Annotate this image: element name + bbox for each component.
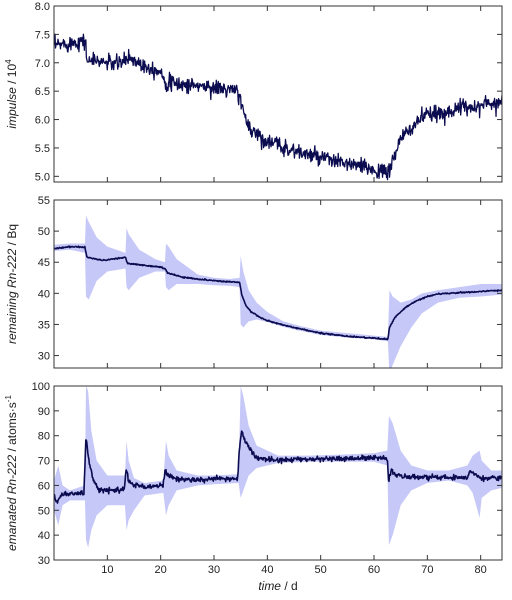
y-tick-label: 70 bbox=[38, 456, 50, 468]
plot-frame bbox=[53, 199, 503, 369]
y-tick-label: 30 bbox=[38, 351, 50, 363]
y-axis-label: emanated Rn-222 / atoms·s-1 bbox=[4, 395, 19, 551]
plot-frame bbox=[53, 385, 503, 561]
plot-area bbox=[54, 215, 502, 368]
x-tick-label: 80 bbox=[475, 564, 487, 576]
uncertainty-band bbox=[54, 215, 502, 368]
y-axis-label-unit: / Bq bbox=[5, 224, 19, 249]
uncertainty-band bbox=[54, 386, 502, 548]
y-tick-label: 55 bbox=[38, 195, 50, 207]
x-tick-label: 70 bbox=[421, 564, 433, 576]
x-tick-label: 50 bbox=[315, 564, 327, 576]
x-axis-label-italic: time bbox=[258, 579, 281, 593]
y-tick-label: 50 bbox=[38, 226, 50, 238]
y-tick-label: 7.5 bbox=[35, 29, 50, 41]
plot-area bbox=[54, 386, 502, 548]
impulse-panel: 5.0 5.5 6.0 6.5 7.0 7.5 8.0 impulse / 104 bbox=[4, 1, 503, 183]
x-axis-label: time / d bbox=[258, 579, 297, 593]
y-tick-label: 80 bbox=[38, 431, 50, 443]
x-tick-label: 20 bbox=[155, 564, 167, 576]
x-tick-label: 60 bbox=[368, 564, 380, 576]
y-tick-label: 100 bbox=[32, 381, 50, 393]
y-tick-label: 6.5 bbox=[35, 86, 50, 98]
y-tick-label: 40 bbox=[38, 288, 50, 300]
series-line bbox=[54, 430, 502, 504]
y-axis-label-unit: / 10 bbox=[5, 64, 19, 88]
x-tick-label: 30 bbox=[208, 564, 220, 576]
emanated-rn222-panel: 30 40 50 60 70 80 90 100 10 20 30 40 50 60 70 80 emanate… bbox=[4, 381, 503, 593]
y-tick-label: 35 bbox=[38, 319, 50, 331]
y-axis-label-unit: / atoms·s bbox=[5, 402, 19, 455]
y-tick-label: 6.0 bbox=[35, 115, 50, 127]
y-axis-label: remaining Rn-222 / Bq bbox=[5, 224, 19, 344]
y-tick-label: 7.0 bbox=[35, 58, 50, 70]
y-tick-label: 30 bbox=[38, 555, 50, 567]
plot-frame bbox=[53, 5, 503, 183]
y-axis-label-italic: impulse bbox=[5, 87, 19, 129]
y-tick-label: 8.0 bbox=[35, 1, 50, 13]
y-tick-label: 45 bbox=[38, 257, 50, 269]
x-tick-label: 10 bbox=[101, 564, 113, 576]
y-axis-label-superscript: 4 bbox=[4, 59, 13, 64]
y-axis-label-superscript: -1 bbox=[4, 395, 13, 403]
y-axis-label-italic: remaining Rn-222 bbox=[5, 248, 19, 344]
y-tick-label: 40 bbox=[38, 530, 50, 542]
y-tick-label: 90 bbox=[38, 406, 50, 418]
y-tick-label: 60 bbox=[38, 480, 50, 492]
y-axis-label: impulse / 104 bbox=[4, 59, 19, 129]
series-line bbox=[54, 33, 502, 181]
x-axis-label-unit: / d bbox=[281, 579, 298, 593]
plot-area bbox=[54, 33, 502, 181]
y-tick-label: 5.0 bbox=[35, 171, 50, 183]
y-tick-label: 5.5 bbox=[35, 143, 50, 155]
series-line bbox=[54, 245, 502, 341]
y-tick-label: 50 bbox=[38, 505, 50, 517]
remaining-rn222-panel: 30 35 40 45 50 55 remaining Rn-222 / Bq bbox=[5, 195, 503, 369]
x-tick-label: 40 bbox=[261, 564, 273, 576]
y-axis-label-italic: emanated Rn-222 bbox=[5, 455, 19, 551]
